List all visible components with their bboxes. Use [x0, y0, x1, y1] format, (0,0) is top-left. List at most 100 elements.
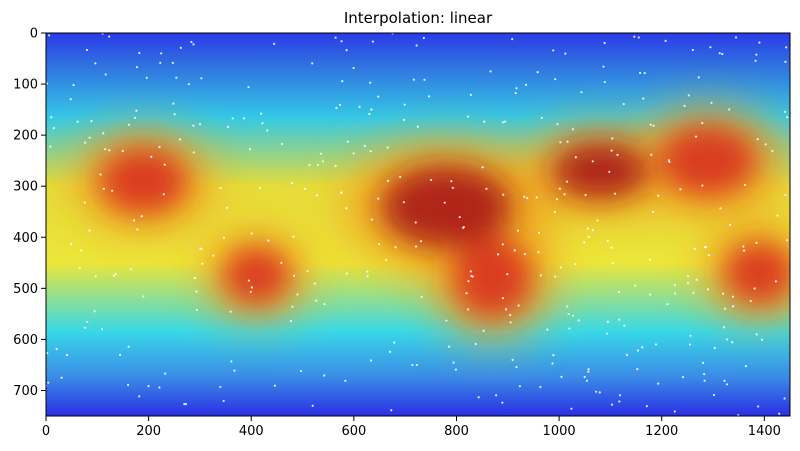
sample-point: [586, 227, 589, 230]
sample-point: [723, 307, 727, 310]
sample-point: [104, 148, 107, 151]
sample-point: [554, 275, 557, 278]
sample-point: [311, 62, 314, 65]
sample-point: [450, 180, 453, 183]
sample-point: [222, 236, 226, 239]
sample-point: [290, 181, 294, 185]
sample-point: [537, 251, 540, 254]
sample-point: [470, 274, 473, 278]
sample-point: [605, 332, 609, 335]
sample-point: [175, 76, 178, 79]
sample-point: [703, 246, 707, 249]
sample-point: [403, 103, 406, 106]
sample-point: [734, 36, 738, 39]
sample-point: [610, 403, 614, 406]
sample-point: [127, 345, 130, 348]
sample-point: [641, 346, 644, 349]
sample-point: [388, 350, 392, 353]
sample-point: [703, 372, 706, 376]
sample-point: [160, 52, 163, 55]
sample-point: [335, 106, 338, 110]
sample-point: [506, 272, 509, 276]
sample-point: [637, 36, 640, 39]
sample-point: [664, 39, 667, 42]
sample-point: [443, 201, 446, 204]
sample-point: [187, 83, 190, 86]
sample-point: [784, 193, 787, 196]
sample-point: [243, 117, 246, 120]
sample-point: [420, 295, 423, 298]
sample-point: [587, 370, 590, 373]
sample-point: [636, 368, 639, 371]
sample-point: [366, 270, 369, 273]
sample-point: [503, 120, 507, 123]
hot-region-0: [99, 148, 188, 214]
sample-point: [583, 375, 586, 379]
sample-point: [713, 346, 716, 349]
x-tick-label: 1000: [543, 424, 576, 439]
sample-point: [222, 399, 225, 403]
sample-point: [384, 258, 388, 262]
sample-point: [138, 395, 141, 398]
sample-point: [345, 272, 349, 275]
sample-point: [130, 268, 133, 271]
sample-point: [701, 121, 704, 125]
sample-point: [452, 361, 455, 364]
y-tick-label: 300: [13, 180, 38, 195]
sample-point: [147, 384, 150, 388]
sample-point: [352, 152, 355, 155]
sample-point: [687, 94, 690, 97]
sample-point: [636, 349, 640, 352]
sample-point: [447, 345, 451, 348]
sample-point: [481, 166, 484, 169]
sample-point: [723, 379, 726, 382]
sample-point: [88, 229, 91, 232]
sample-point: [345, 207, 348, 210]
sample-point: [377, 95, 380, 98]
sample-point: [219, 385, 222, 389]
sample-point: [454, 368, 457, 371]
sample-point: [709, 46, 712, 49]
sample-point: [173, 113, 176, 116]
sample-point: [574, 262, 577, 266]
sample-point: [90, 120, 93, 123]
sample-point: [618, 394, 622, 397]
sample-point: [580, 91, 583, 94]
sample-point: [72, 83, 75, 87]
sample-point: [535, 196, 538, 199]
sample-point: [742, 245, 745, 248]
sample-point: [458, 215, 461, 219]
sample-point: [559, 266, 562, 269]
sample-point: [260, 112, 263, 115]
sample-point: [536, 71, 539, 74]
sample-point: [60, 376, 63, 379]
sample-point: [583, 241, 586, 244]
sample-point: [591, 160, 594, 163]
sample-point: [323, 303, 326, 306]
sample-point: [509, 321, 512, 324]
sample-point: [625, 353, 629, 356]
sample-point: [623, 324, 626, 327]
sample-point: [377, 197, 380, 200]
sample-point: [501, 401, 504, 404]
sample-point: [786, 116, 789, 119]
sample-point: [469, 93, 472, 96]
sample-point: [319, 152, 323, 155]
sample-point: [369, 150, 372, 153]
sample-point: [477, 396, 480, 399]
sample-point: [84, 141, 87, 144]
sample-point: [289, 319, 293, 323]
sample-point: [608, 170, 611, 173]
sample-point: [554, 78, 557, 81]
sample-point: [296, 293, 299, 296]
sample-point: [402, 118, 405, 121]
sample-point: [340, 191, 343, 194]
sample-point: [622, 102, 625, 106]
sample-point: [552, 354, 555, 357]
sample-point: [414, 221, 417, 224]
sample-point: [654, 343, 658, 346]
sample-point: [509, 313, 512, 317]
sample-point: [689, 334, 692, 337]
sample-point: [683, 104, 686, 107]
sample-point: [52, 126, 55, 130]
